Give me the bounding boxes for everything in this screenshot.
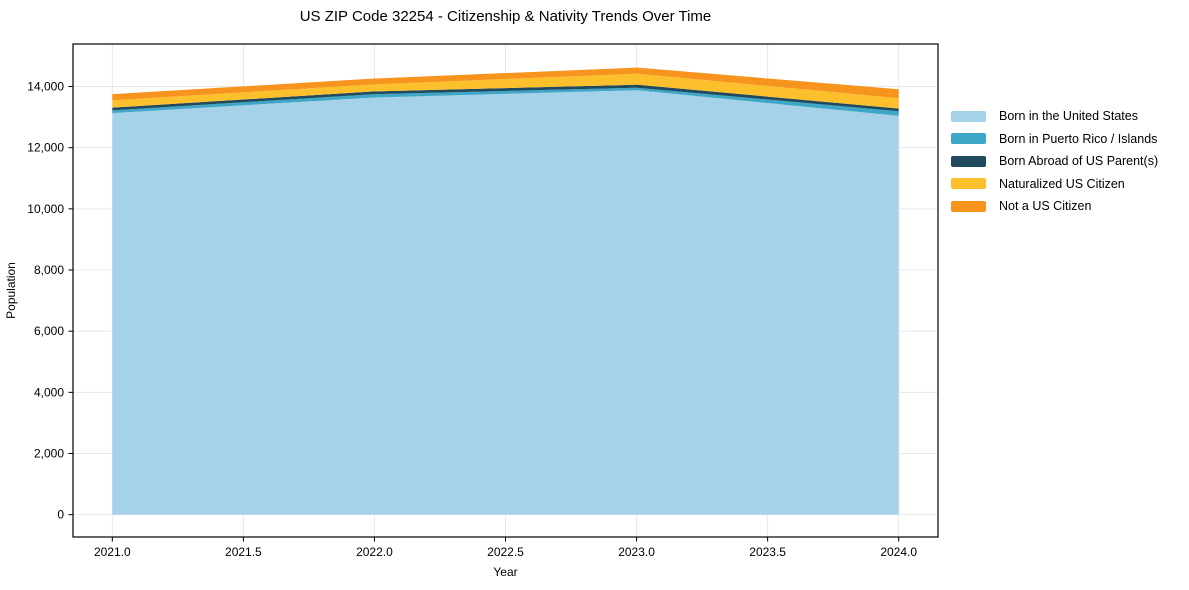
x-axis-label: Year — [493, 565, 517, 579]
area-not-a-us-citizen — [112, 67, 899, 101]
legend-item: Born Abroad of US Parent(s) — [951, 150, 1158, 173]
x-tick-label: 2022.0 — [356, 545, 393, 559]
legend-label: Not a US Citizen — [999, 199, 1092, 213]
legend-label: Born Abroad of US Parent(s) — [999, 154, 1159, 168]
y-tick-label: 10,000 — [27, 202, 64, 216]
legend-item: Not a US Citizen — [951, 195, 1158, 218]
y-tick-label: 0 — [57, 508, 64, 522]
chart-title: US ZIP Code 32254 - Citizenship & Nativi… — [299, 8, 712, 25]
legend-item: Born in Puerto Rico / Islands — [951, 128, 1158, 151]
y-tick-label: 14,000 — [27, 80, 64, 94]
area-born-in-the-united-states — [112, 90, 899, 515]
y-tick-label: 4,000 — [34, 385, 64, 399]
y-tick-label: 6,000 — [34, 324, 64, 338]
x-tick-label: 2023.0 — [618, 545, 655, 559]
legend-label: Born in Puerto Rico / Islands — [999, 131, 1158, 146]
legend-item: Naturalized US Citizen — [951, 173, 1158, 196]
legend-swatch-born-pr-icon — [951, 133, 986, 145]
legend-swatch-naturalized-icon — [951, 178, 986, 190]
legend-swatch-not-citizen-icon — [951, 200, 986, 212]
legend-swatch-born-us-icon — [951, 110, 986, 122]
legend-label: Born in the United States — [999, 109, 1138, 123]
y-tick-label: 12,000 — [27, 141, 64, 155]
area-naturalized-us-citizen — [112, 73, 899, 109]
x-tick-label: 2023.5 — [749, 545, 786, 559]
y-tick-label: 8,000 — [34, 263, 64, 277]
legend-item: Born in the United States — [951, 105, 1158, 128]
legend: Born in the United States Born in Puerto… — [951, 105, 1158, 218]
x-tick-label: 2021.0 — [94, 545, 131, 559]
legend-swatch-born-abroad-icon — [951, 155, 986, 167]
y-tick-label: 2,000 — [34, 447, 64, 461]
legend-label: Naturalized US Citizen — [999, 176, 1125, 191]
y-axis-label: Population — [4, 262, 18, 319]
x-tick-label: 2022.5 — [487, 545, 524, 559]
x-tick-label: 2021.5 — [225, 545, 262, 559]
area-born-abroad-of-us-parent-s — [112, 84, 899, 112]
x-tick-label: 2024.0 — [880, 545, 917, 559]
area-born-in-puerto-rico-islands — [112, 87, 899, 116]
